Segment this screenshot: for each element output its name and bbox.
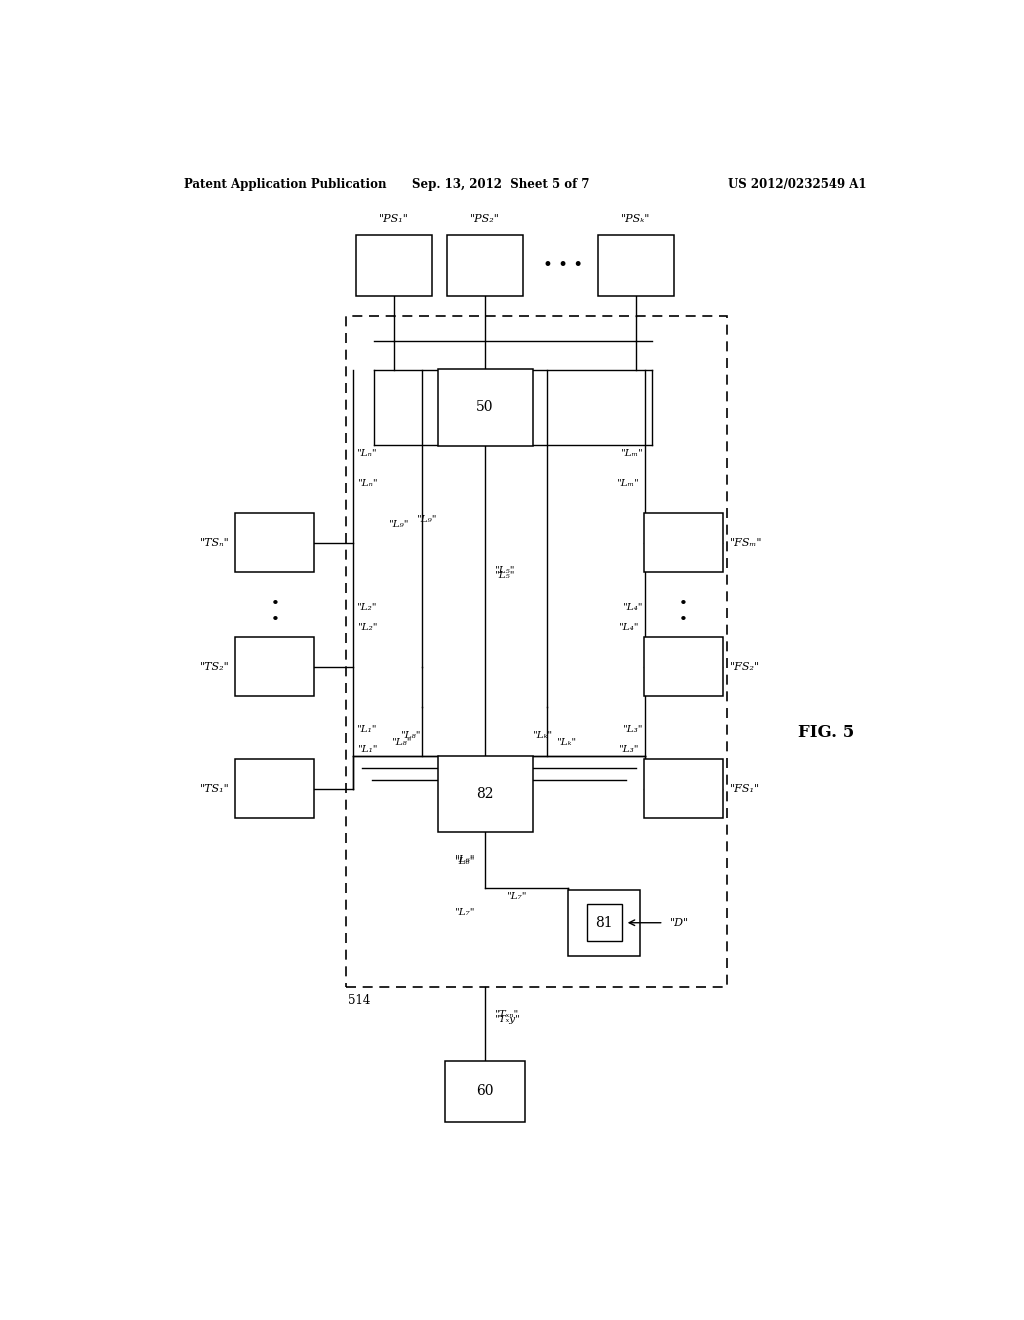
- Text: "FS₁": "FS₁": [729, 784, 760, 793]
- Text: "L₂": "L₂": [356, 603, 377, 612]
- Text: "L₇": "L₇": [455, 908, 475, 917]
- Bar: [236, 759, 314, 818]
- Text: "L₈": "L₈": [391, 738, 412, 747]
- Text: "L₈": "L₈": [401, 731, 422, 741]
- Text: "FSₘ": "FSₘ": [729, 537, 762, 548]
- Bar: [356, 235, 431, 296]
- Text: "D": "D": [670, 917, 689, 928]
- Text: 82: 82: [476, 787, 494, 801]
- Text: 514: 514: [348, 994, 371, 1007]
- Text: "L₆": "L₆": [455, 857, 475, 866]
- Text: "L₃": "L₃": [624, 725, 644, 734]
- Text: "Lₖ": "Lₖ": [532, 731, 553, 741]
- Bar: [236, 638, 314, 696]
- Text: "TS₂": "TS₂": [200, 661, 229, 672]
- Text: "TS₁": "TS₁": [200, 784, 229, 793]
- Text: "L₁": "L₁": [356, 725, 377, 734]
- Text: "L₉": "L₉": [389, 520, 410, 529]
- Text: 50: 50: [476, 400, 494, 414]
- Bar: [445, 1061, 525, 1122]
- Text: "L₉": "L₉": [417, 515, 437, 524]
- Text: "Lₘ": "Lₘ": [617, 479, 640, 488]
- Text: "L₅": "L₅": [495, 565, 515, 574]
- Bar: [437, 755, 532, 832]
- Text: •: •: [270, 597, 280, 611]
- Bar: [644, 638, 723, 696]
- Text: "L₅": "L₅": [495, 570, 515, 579]
- Text: •: •: [270, 612, 280, 627]
- Text: "Tₓₙ": "Tₓₙ": [495, 1010, 519, 1019]
- Bar: [447, 235, 523, 296]
- Text: Patent Application Publication: Patent Application Publication: [183, 178, 386, 191]
- Text: "L₂": "L₂": [358, 623, 379, 632]
- Text: "PSₖ": "PSₖ": [622, 214, 650, 224]
- Text: "L₃": "L₃": [620, 746, 640, 755]
- Text: "Lₙ": "Lₙ": [356, 449, 377, 458]
- Text: • • •: • • •: [543, 256, 583, 273]
- Text: "L₄": "L₄": [624, 603, 644, 612]
- Text: •: •: [679, 597, 688, 611]
- Text: 81: 81: [595, 916, 613, 929]
- Text: "Lₖ": "Lₖ": [557, 738, 577, 747]
- Text: US 2012/0232549 A1: US 2012/0232549 A1: [727, 178, 866, 191]
- Bar: [587, 904, 622, 941]
- Text: "Tₓy": "Tₓy": [496, 1015, 521, 1024]
- Bar: [437, 370, 532, 446]
- Text: "L₇": "L₇": [507, 892, 527, 900]
- Text: •: •: [679, 612, 688, 627]
- Bar: [236, 513, 314, 572]
- Text: "PS₁": "PS₁": [379, 214, 409, 224]
- Text: "FS₂": "FS₂": [729, 661, 760, 672]
- Bar: [598, 235, 674, 296]
- Bar: [568, 890, 640, 956]
- Bar: [644, 759, 723, 818]
- Bar: [644, 513, 723, 572]
- Text: "TSₙ": "TSₙ": [200, 537, 229, 548]
- Text: "Lₘ": "Lₘ": [622, 449, 644, 458]
- Text: "PS₂": "PS₂": [470, 214, 500, 224]
- Bar: [346, 315, 727, 987]
- Text: "L₁": "L₁": [358, 746, 379, 755]
- Text: "Lₙ": "Lₙ": [358, 479, 379, 488]
- Text: FIG. 5: FIG. 5: [799, 725, 854, 741]
- Text: Sep. 13, 2012  Sheet 5 of 7: Sep. 13, 2012 Sheet 5 of 7: [413, 178, 590, 191]
- Text: "L₆": "L₆": [455, 855, 475, 865]
- Text: 60: 60: [476, 1085, 494, 1098]
- Text: "L₄": "L₄": [620, 623, 640, 632]
